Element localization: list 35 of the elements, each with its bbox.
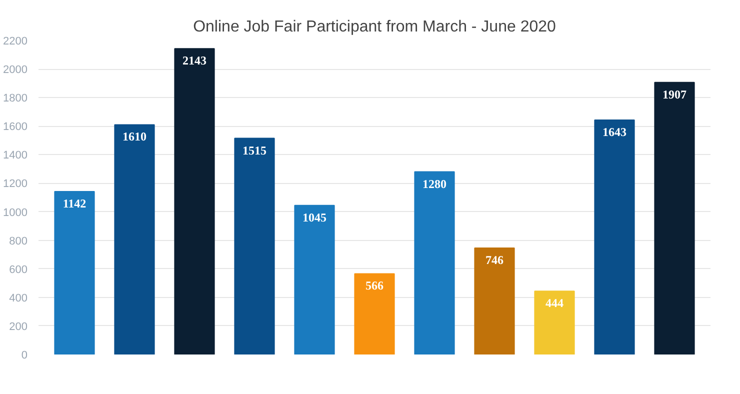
bar xyxy=(54,191,95,354)
bar xyxy=(174,48,215,354)
bar xyxy=(534,290,575,354)
data-label: 2143 xyxy=(182,54,206,68)
bar xyxy=(114,124,155,354)
data-label: 444 xyxy=(546,296,564,310)
y-tick-label: 1600 xyxy=(3,121,28,134)
bar xyxy=(654,82,695,354)
y-tick-label: 400 xyxy=(9,292,28,304)
data-label: 1515 xyxy=(242,143,266,158)
chart-title: Online Job Fair Participant from March - June 2020 xyxy=(193,18,556,36)
y-tick-label: 1800 xyxy=(3,92,28,105)
bar xyxy=(234,138,275,354)
bar xyxy=(474,248,515,354)
y-tick-label: 2000 xyxy=(3,64,28,76)
y-tick-label: 1000 xyxy=(3,206,28,219)
y-tick-label: 1400 xyxy=(3,150,28,162)
data-label: 1142 xyxy=(62,196,86,211)
y-tick-label: 0 xyxy=(21,350,28,362)
data-label: 746 xyxy=(486,253,504,268)
y-tick-label: 200 xyxy=(9,320,28,333)
data-label: 1907 xyxy=(662,87,686,102)
y-tick-label: 800 xyxy=(9,235,28,248)
data-label: 1045 xyxy=(302,210,326,224)
data-label: 566 xyxy=(366,278,384,293)
data-label: 1610 xyxy=(122,130,146,144)
bar xyxy=(594,120,635,354)
y-tick-label: 600 xyxy=(9,264,28,276)
bar xyxy=(294,204,335,354)
bar xyxy=(354,273,395,354)
y-tick-label: 1200 xyxy=(3,178,28,190)
y-tick-label: 2200 xyxy=(3,36,28,48)
bar xyxy=(414,171,455,354)
data-label: 1280 xyxy=(422,176,446,191)
data-label: 1643 xyxy=(602,125,626,139)
